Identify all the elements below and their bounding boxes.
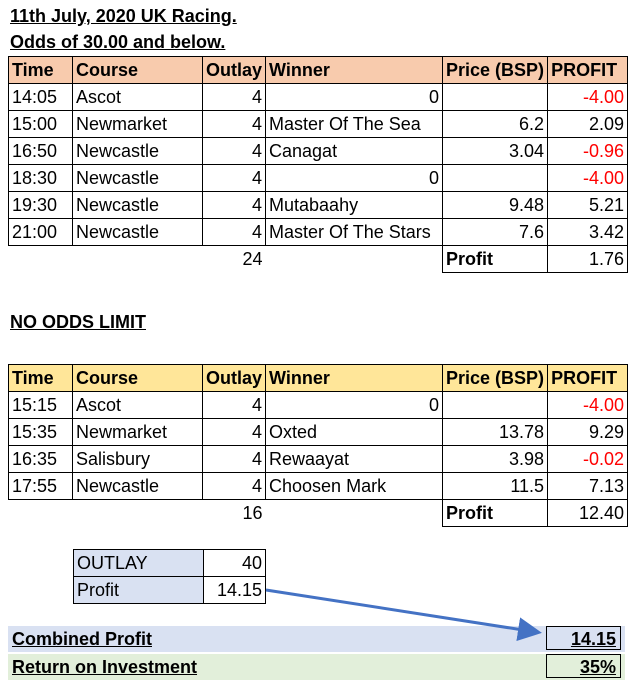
- cell-winner: Master Of The Stars: [265, 218, 444, 246]
- cell-outlay: 4: [201, 445, 267, 473]
- cell-outlay: 4: [201, 391, 267, 419]
- cell-profit: 7.13: [547, 472, 629, 500]
- cell-time: 17:55: [8, 472, 73, 500]
- table-header-row: Time Course Outlay Winner Price (BSP) PR…: [8, 56, 629, 84]
- header-winner: Winner: [265, 56, 444, 84]
- cell-profit: 2.09: [547, 110, 629, 138]
- cell-time: 14:05: [8, 83, 73, 111]
- table-row: 21:00 Newcastle 4 Master Of The Stars 7.6 3.4…: [8, 218, 629, 246]
- cell-price: 7.6: [442, 218, 549, 246]
- summary-box: OUTLAY 40 Profit 14.15: [73, 549, 266, 604]
- table-header-row: Time Course Outlay Winner Price (BSP) PR…: [8, 364, 629, 392]
- table-row: 18:30 Newcastle 4 0 -4.00: [8, 164, 629, 192]
- table-row: 14:05 Ascot 4 0 -4.00: [8, 83, 629, 111]
- header-price: Price (BSP): [442, 56, 549, 84]
- cell-profit: -4.00: [547, 164, 629, 192]
- cell-profit: 3.42: [547, 218, 629, 246]
- cell-course: Newcastle: [72, 218, 203, 246]
- combined-profit-label: Combined Profit: [12, 629, 152, 649]
- cell-time: 18:30: [8, 164, 73, 192]
- cell-course: Newcastle: [72, 472, 203, 500]
- summary-outlay-value: 40: [203, 549, 266, 577]
- summary-profit-value: 14.15: [203, 576, 266, 604]
- outlay-total: 16: [242, 502, 263, 523]
- profit-total-label: Profit: [442, 245, 549, 273]
- no-odds-limit-title: NO ODDS LIMIT: [10, 312, 146, 332]
- cell-price: [442, 391, 549, 419]
- results-table-unlimited: Time Course Outlay Winner Price (BSP) PR…: [8, 364, 629, 527]
- totals-row: 24 Profit 1.76: [9, 245, 629, 273]
- header-outlay: Outlay: [201, 56, 267, 84]
- cell-outlay: 4: [201, 191, 267, 219]
- profit-total-label: Profit: [442, 499, 549, 527]
- table-row: 15:00 Newmarket 4 Master Of The Sea 6.2 2.09: [8, 110, 629, 138]
- header-price: Price (BSP): [442, 364, 549, 392]
- table-row: 16:35 Salisbury 4 Rewaayat 3.98 -0.02: [8, 445, 629, 473]
- cell-profit: -4.00: [547, 391, 629, 419]
- cell-outlay: 4: [201, 472, 267, 500]
- cell-course: Newmarket: [72, 418, 203, 446]
- combined-profit-value: 14.15: [546, 626, 621, 650]
- cell-time: 21:00: [8, 218, 73, 246]
- results-table-limited: Time Course Outlay Winner Price (BSP) PR…: [8, 56, 629, 273]
- cell-course: Newmarket: [72, 110, 203, 138]
- summary-outlay-label: OUTLAY: [73, 549, 204, 577]
- cell-course: Salisbury: [72, 445, 203, 473]
- cell-time: 16:50: [8, 137, 73, 165]
- header-time: Time: [8, 56, 73, 84]
- cell-outlay: 4: [201, 110, 267, 138]
- cell-price: [442, 83, 549, 111]
- cell-course: Newcastle: [72, 137, 203, 165]
- summary-profit-label: Profit: [73, 576, 204, 604]
- cell-outlay: 4: [201, 164, 267, 192]
- profit-total: 12.40: [547, 499, 629, 527]
- table-row: 16:50 Newcastle 4 Canagat 3.04 -0.96: [8, 137, 629, 165]
- profit-total: 1.76: [547, 245, 629, 273]
- cell-outlay: 4: [201, 218, 267, 246]
- outlay-total: 24: [242, 248, 263, 269]
- roi-label: Return on Investment: [12, 657, 198, 677]
- cell-profit: 9.29: [547, 418, 629, 446]
- header-profit: PROFIT: [547, 56, 629, 84]
- header-winner: Winner: [265, 364, 444, 392]
- cell-time: 15:15: [8, 391, 73, 419]
- header-profit: PROFIT: [547, 364, 629, 392]
- cell-profit: -0.02: [547, 445, 629, 473]
- cell-price: 3.98: [442, 445, 549, 473]
- cell-profit: 5.21: [547, 191, 629, 219]
- cell-winner: Oxted: [265, 418, 444, 446]
- sheet-title: 11th July, 2020 UK Racing.: [10, 6, 237, 26]
- roi-value: 35%: [546, 654, 621, 678]
- odds-limit-title: Odds of 30.00 and below.: [10, 32, 226, 52]
- cell-time: 15:00: [8, 110, 73, 138]
- totals-row: 16 Profit 12.40: [9, 499, 629, 527]
- cell-time: 16:35: [8, 445, 73, 473]
- roi-row: Return on Investment 35%: [8, 654, 625, 680]
- cell-outlay: 4: [201, 418, 267, 446]
- cell-winner: Rewaayat: [265, 445, 444, 473]
- header-time: Time: [8, 364, 73, 392]
- header-course: Course: [72, 56, 203, 84]
- table-row: 15:35 Newmarket 4 Oxted 13.78 9.29: [8, 418, 629, 446]
- cell-winner: Choosen Mark: [265, 472, 444, 500]
- header-outlay: Outlay: [201, 364, 267, 392]
- cell-outlay: 4: [201, 137, 267, 165]
- cell-winner: Mutabaahy: [265, 191, 444, 219]
